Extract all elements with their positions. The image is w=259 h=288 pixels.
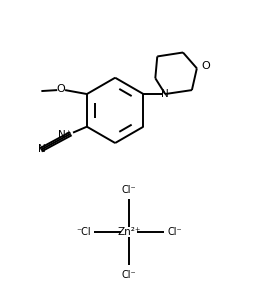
Text: N: N: [161, 89, 169, 99]
Text: Cl⁻: Cl⁻: [122, 185, 136, 194]
Text: N: N: [39, 145, 46, 154]
Text: Cl⁻: Cl⁻: [122, 270, 136, 280]
Text: Cl⁻: Cl⁻: [167, 227, 182, 237]
Text: O: O: [202, 61, 210, 71]
Text: N⁺: N⁺: [58, 130, 71, 140]
Text: Zn²⁺: Zn²⁺: [117, 227, 141, 237]
Text: O: O: [57, 84, 66, 94]
Text: ⁻Cl: ⁻Cl: [76, 227, 91, 237]
